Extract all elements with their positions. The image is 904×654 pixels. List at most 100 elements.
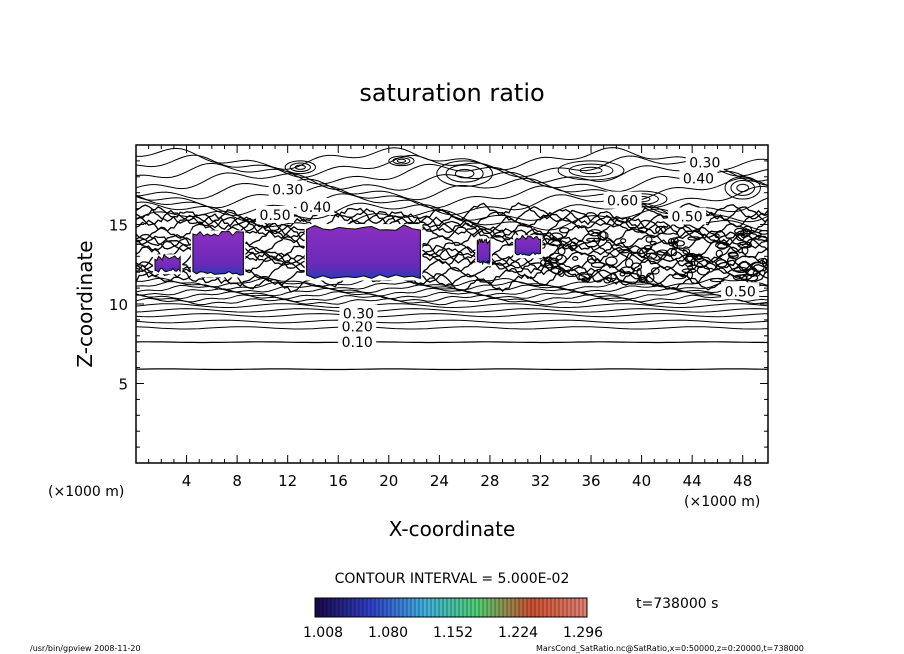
contour-line [136, 294, 768, 303]
contour-line [136, 162, 768, 185]
contour-line [136, 287, 768, 297]
colorbar-cell [347, 598, 352, 617]
contour-loop [672, 273, 687, 280]
colorbar-cell [563, 598, 568, 617]
colorbar-tick-label: 1.008 [303, 625, 343, 641]
contour-loop [572, 256, 579, 261]
colorbar-cell [395, 598, 400, 617]
contour-label-bg [685, 153, 724, 171]
colorbar-cell [315, 598, 320, 617]
contour-loop [726, 256, 737, 266]
contour-loop [544, 262, 554, 269]
contour-loop [716, 242, 728, 250]
contour-loop [738, 261, 752, 272]
contour-line [136, 303, 768, 309]
colorbar-tick-label: 1.296 [563, 625, 603, 641]
contour-label: 0.30 [689, 155, 720, 171]
colorbar-cell [415, 598, 420, 617]
colorbar-cell [471, 598, 476, 617]
colorbar-cell [523, 598, 528, 617]
colorbar-cell [447, 598, 452, 617]
x-tick-label: 36 [581, 472, 600, 490]
contour-label: 0.20 [342, 319, 373, 335]
colorbar [314, 598, 588, 617]
contour-line [136, 297, 768, 306]
contour-line [136, 214, 768, 239]
colorbar-cell [487, 598, 492, 617]
x-unit-right: (×1000 m) [684, 494, 760, 510]
contour-line [136, 208, 768, 232]
contour-loop [655, 225, 667, 235]
contour-loop [568, 163, 614, 178]
contour-loop [392, 157, 411, 165]
contour-loop [645, 272, 655, 283]
colorbar-cell [459, 598, 464, 617]
contour-label-bg [679, 169, 718, 187]
colorbar-cell [391, 598, 396, 617]
colorbar-cell [331, 598, 336, 617]
contour-loop [687, 265, 694, 271]
contour-loop [619, 266, 636, 275]
contour-label-bg [339, 304, 378, 322]
contour-label-bg [256, 205, 295, 223]
contour-loop [610, 272, 617, 282]
contour-line [136, 185, 768, 209]
contour-label-bg [603, 191, 642, 209]
contour-loop [636, 247, 648, 258]
contour-label: 0.50 [725, 284, 756, 300]
colorbar-cell [343, 598, 348, 617]
x-tick-label: 28 [480, 472, 499, 490]
contour-loop [645, 236, 653, 243]
contour-loop [557, 160, 625, 181]
contour-loop [687, 236, 701, 241]
colorbar-cell [371, 598, 376, 617]
contour-loop [650, 267, 660, 275]
contour-label: 0.10 [342, 335, 373, 351]
contour-loop [681, 268, 697, 274]
contour-line [136, 201, 768, 223]
colorbar-cell [423, 598, 428, 617]
contour-label: 0.40 [300, 200, 331, 216]
contour-loop [709, 277, 725, 283]
colorbar-cell [319, 598, 324, 617]
contour-loop [758, 229, 768, 235]
contour-loop [436, 160, 493, 187]
contour-label-bg [296, 198, 335, 216]
colorbar-cell [467, 598, 472, 617]
contour-loop [284, 160, 316, 175]
contour-line [136, 170, 768, 192]
contour-line [136, 277, 768, 288]
contour-loop [445, 164, 484, 183]
colorbar-cell [323, 598, 328, 617]
footer-left: /usr/bin/gpview 2008-11-20 [30, 644, 141, 653]
contour-loop [579, 166, 603, 175]
contour-loop [454, 168, 475, 179]
contour-line [136, 154, 768, 178]
contour-loop [686, 269, 694, 280]
contour-loop [586, 237, 601, 242]
colorbar-cell [575, 598, 580, 617]
colorbar-tick-label: 1.152 [433, 625, 473, 641]
contour-loop [547, 238, 563, 247]
contour-line [136, 368, 768, 371]
colorbar-cell [583, 598, 588, 617]
contour-line [136, 319, 768, 324]
x-unit-left: (×1000 m) [48, 484, 124, 500]
contour-label: 0.50 [259, 208, 290, 224]
colorbar-cell [579, 598, 584, 617]
contour-loop [555, 254, 567, 265]
y-tick-label: 5 [118, 376, 128, 394]
contour-interval: CONTOUR INTERVAL = 5.000E-02 [335, 571, 570, 587]
x-tick-label: 20 [379, 472, 398, 490]
y-tick-label: 15 [109, 217, 128, 235]
contour-label: 0.60 [607, 194, 638, 210]
colorbar-cell [567, 598, 572, 617]
colorbar-cell [439, 598, 444, 617]
contour-loop [649, 240, 657, 246]
contour-loop [696, 265, 710, 276]
contour-loop [638, 226, 648, 234]
colorbar-cell [499, 598, 504, 617]
x-tick-label: 12 [278, 472, 297, 490]
x-tick-label: 48 [733, 472, 752, 490]
contour-label-bg [668, 207, 707, 225]
